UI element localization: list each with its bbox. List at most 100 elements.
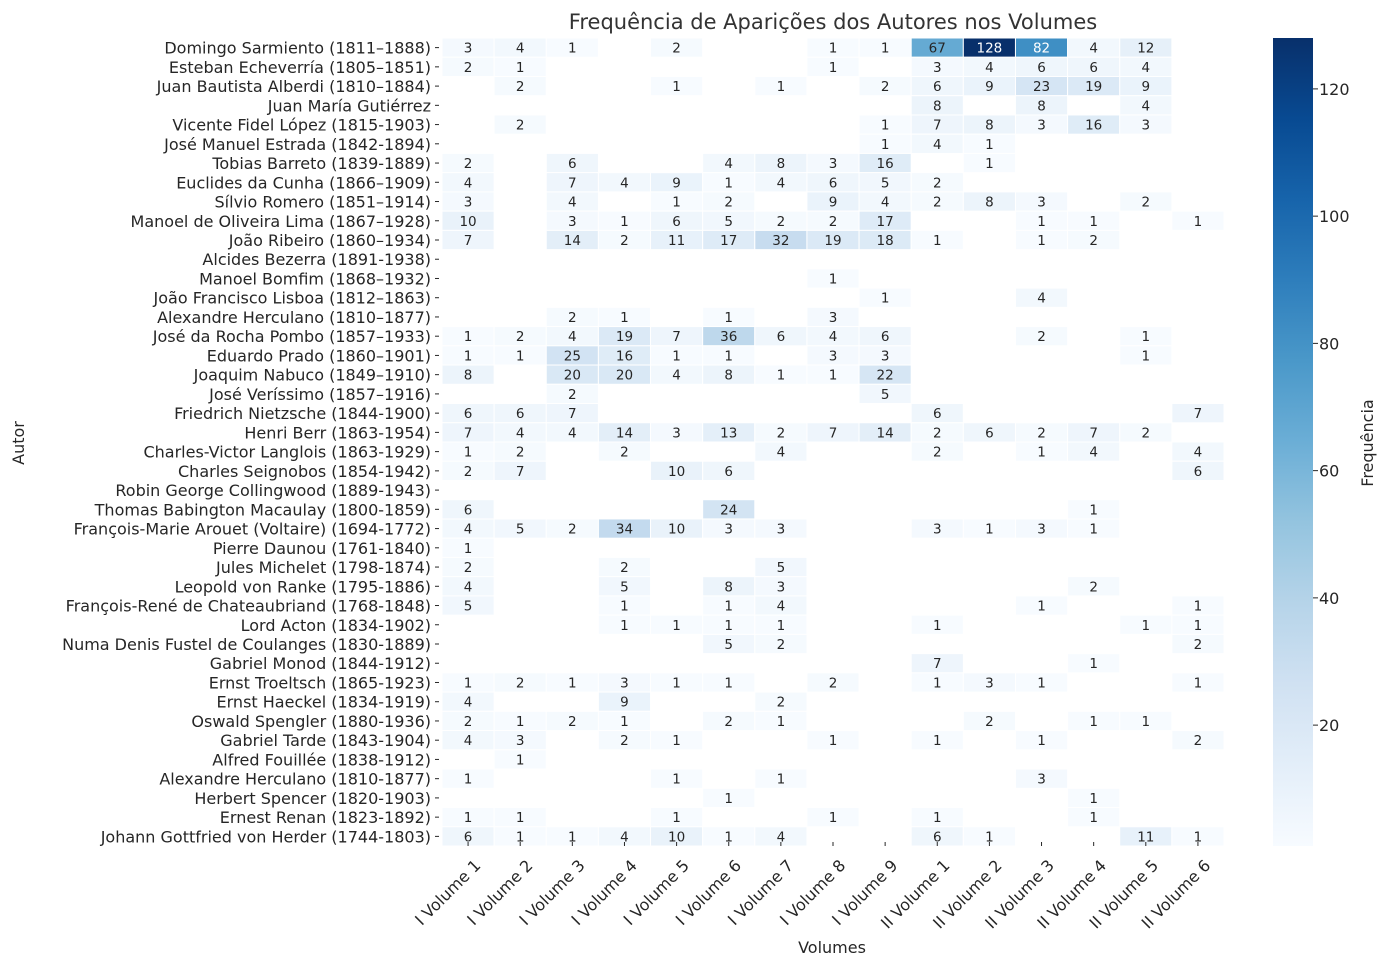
cell-value-label: 2 <box>1037 425 1046 441</box>
cell-value-label: 1 <box>724 348 733 364</box>
heatmap-cell <box>1171 210 1225 231</box>
cell-value-label: 6 <box>933 829 942 845</box>
cell-value-label: 8 <box>985 195 994 211</box>
cell-value-label: 1 <box>1037 214 1046 230</box>
cell-value-label: 14 <box>877 425 894 441</box>
heatmap-cell <box>806 268 860 289</box>
cell-value-label: 14 <box>616 425 633 441</box>
cell-value-label: 1 <box>516 810 525 826</box>
cell-value-label: 67 <box>929 41 946 57</box>
cell-value-label: 9 <box>620 695 629 711</box>
cell-value-label: 2 <box>777 637 786 653</box>
heatmap-cell <box>650 730 704 751</box>
heatmap-cell <box>1067 441 1121 462</box>
cell-value-label: 1 <box>1089 214 1098 230</box>
cell-value-label: 1 <box>1142 329 1151 345</box>
cell-value-label: 3 <box>1037 195 1046 211</box>
cell-value-label: 19 <box>824 233 841 249</box>
cell-value-label: 4 <box>1194 445 1203 461</box>
heatmap-cell <box>1171 403 1225 424</box>
heatmap-cells: 3 4 1 2 1 1 67 128 82 4 122 1 1 3 4 6 6 42 1 1 2 6 9 23 19 98 8 42 1… <box>441 37 1225 847</box>
heatmap-cell <box>441 595 495 616</box>
cell-value-label: 4 <box>1089 41 1098 57</box>
heatmap-cell <box>858 287 912 308</box>
heatmap-cell <box>806 730 860 751</box>
cell-value-label: 12 <box>1137 41 1154 57</box>
cell-value-label: 1 <box>829 60 838 76</box>
cell-value-label: 1 <box>829 810 838 826</box>
cell-value-label: 1 <box>672 348 681 364</box>
cell-value-label: 4 <box>933 137 942 153</box>
cell-value-label: 18 <box>877 233 894 249</box>
heatmap-cell <box>910 229 964 251</box>
heatmap-cell <box>858 383 912 405</box>
cell-value-label: 9 <box>1142 79 1151 95</box>
cell-value-label: 1 <box>1142 714 1151 730</box>
cell-value-label: 1 <box>620 714 629 730</box>
cell-value-label: 7 <box>829 425 838 441</box>
colorbar <box>1273 38 1313 846</box>
cell-value-label: 1 <box>464 445 473 461</box>
heatmap-cell <box>545 37 599 58</box>
colorbar-tick-label: 60 <box>1319 462 1339 481</box>
heatmap-cell <box>702 672 756 693</box>
heatmap-cell <box>754 710 808 732</box>
cell-value-label: 10 <box>668 829 685 845</box>
colorbar-tick-label: 20 <box>1319 716 1339 735</box>
cell-value-label: 1 <box>672 772 681 788</box>
cell-value-label: 2 <box>568 310 577 326</box>
cell-value-label: 1 <box>985 156 994 172</box>
heatmap-cell <box>806 807 860 828</box>
y-tick-label: Tobias Barreto (1839-1889) <box>211 154 431 173</box>
cell-value-label: 8 <box>985 118 994 134</box>
y-tick-label: Johann Gottfried von Herder (1744-1803) <box>100 827 431 846</box>
heatmap-cell <box>1067 229 1121 251</box>
y-tick-label: François-René de Chateaubriand (1768-184… <box>66 597 431 616</box>
heatmap-cell <box>1067 653 1121 674</box>
cell-value-label: 2 <box>464 560 473 576</box>
cell-value-label: 23 <box>1033 79 1050 95</box>
heatmap-cell <box>1171 672 1225 693</box>
cell-value-label: 5 <box>464 599 473 615</box>
heatmap-cell <box>1014 326 1069 347</box>
y-tick-label: Gabriel Tarde (1843-1904) <box>220 731 431 750</box>
cell-value-label: 1 <box>777 368 786 384</box>
y-tick-label: Charles-Victor Langlois (1863-1929) <box>143 443 431 462</box>
cell-value-label: 10 <box>668 522 685 538</box>
y-tick-label: Ernest Renan (1823-1892) <box>220 808 431 827</box>
cell-value-label: 1 <box>464 810 473 826</box>
cell-value-label: 1 <box>568 675 577 691</box>
cell-value-label: 1 <box>777 79 786 95</box>
cell-value-label: 1 <box>933 233 942 249</box>
y-tick-label: Sílvio Romero (1851–1914) <box>215 193 431 212</box>
cell-value-label: 1 <box>516 714 525 730</box>
cell-value-label: 17 <box>877 214 894 230</box>
cell-value-label: 8 <box>464 368 473 384</box>
cell-value-label: 6 <box>464 406 473 422</box>
cell-value-label: 1 <box>985 522 994 538</box>
cell-value-label: 4 <box>464 695 473 711</box>
heatmap-cell <box>962 710 1016 732</box>
y-tick-label: José Manuel Estrada (1842-1894) <box>163 135 431 154</box>
y-tick-label: Pierre Daunou (1761-1840) <box>213 539 431 558</box>
cell-value-label: 1 <box>829 41 838 57</box>
cell-value-label: 1 <box>1089 810 1098 826</box>
cell-value-label: 2 <box>933 425 942 441</box>
cell-value-label: 1 <box>516 752 525 768</box>
cell-value-label: 19 <box>616 329 633 345</box>
y-tick-label: Alcides Bezerra (1891-1938) <box>202 250 431 269</box>
cell-value-label: 4 <box>620 175 629 191</box>
cell-value-label: 1 <box>881 291 890 307</box>
heatmap-cell <box>1014 768 1069 789</box>
cell-value-label: 5 <box>516 522 525 538</box>
heatmap-cell <box>962 152 1016 174</box>
heatmap-cell <box>1119 345 1173 366</box>
colorbar-tick-label: 80 <box>1319 334 1339 353</box>
cell-value-label: 1 <box>777 714 786 730</box>
cell-value-label: 19 <box>1085 79 1102 95</box>
y-tick-label: Oswald Spengler (1880-1936) <box>191 712 431 731</box>
cell-value-label: 7 <box>464 233 473 249</box>
cell-value-label: 1 <box>1037 445 1046 461</box>
cell-value-label: 1 <box>464 541 473 557</box>
